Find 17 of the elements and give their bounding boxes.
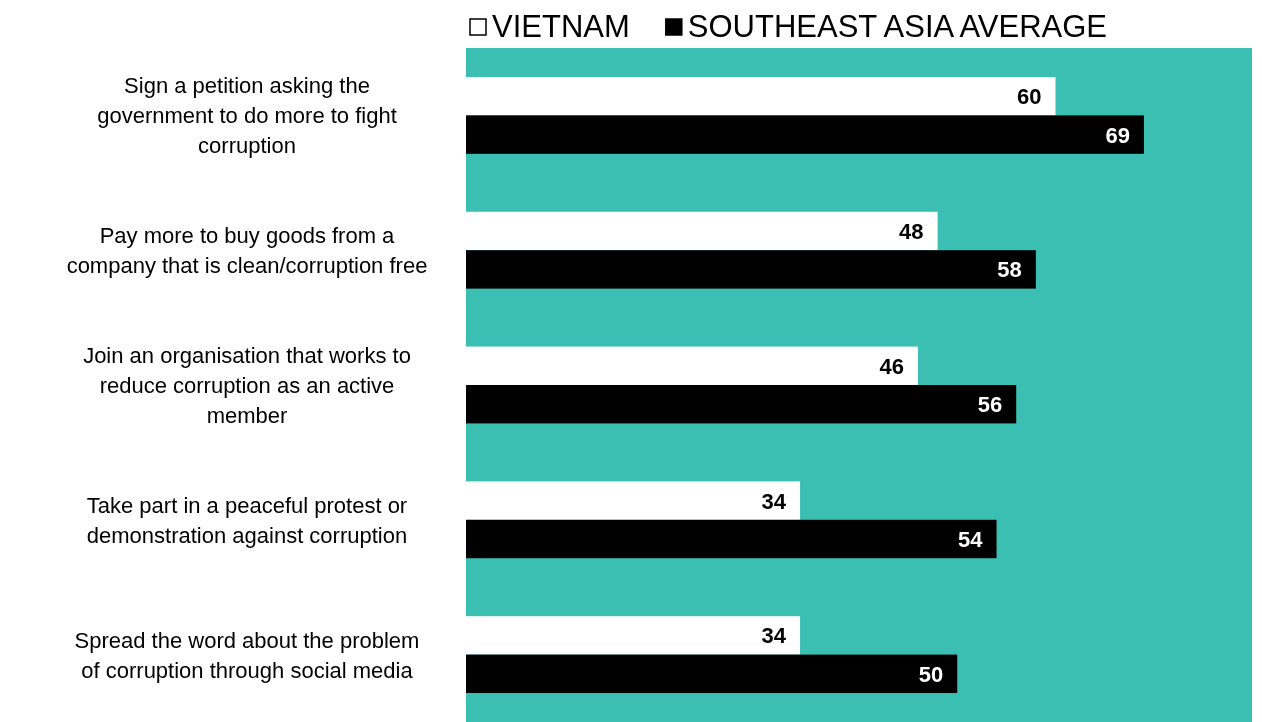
data-label: 56: [977, 392, 1003, 418]
y-tick-label: Take part in a peaceful protest or demonstration against corruption: [86, 492, 408, 548]
y-tick-label: Sign a petition asking the government to do more to fight corruption: [97, 73, 397, 159]
data-label: 54: [958, 527, 984, 553]
data-label: 34: [761, 488, 787, 514]
legend-label: SOUTHEAST ASIA AVERAGE: [687, 9, 1108, 44]
data-label: 48: [899, 218, 924, 244]
y-tick-label: Join an organisation that works to reduce corruption as an active member: [83, 343, 411, 428]
y-tick-label: Pay more to buy goods from a company that is clean/corruption free: [66, 223, 428, 279]
legend-label: VIETNAM: [492, 9, 630, 44]
data-label: 69: [1105, 122, 1130, 148]
data-label: 46: [879, 353, 904, 379]
data-label: 60: [1017, 84, 1042, 110]
data-label: 34: [761, 623, 787, 649]
y-tick-label: Spread the word about the problem of corruption through social media: [74, 627, 420, 683]
data-label: 50: [918, 661, 944, 687]
data-label: 58: [997, 257, 1022, 283]
